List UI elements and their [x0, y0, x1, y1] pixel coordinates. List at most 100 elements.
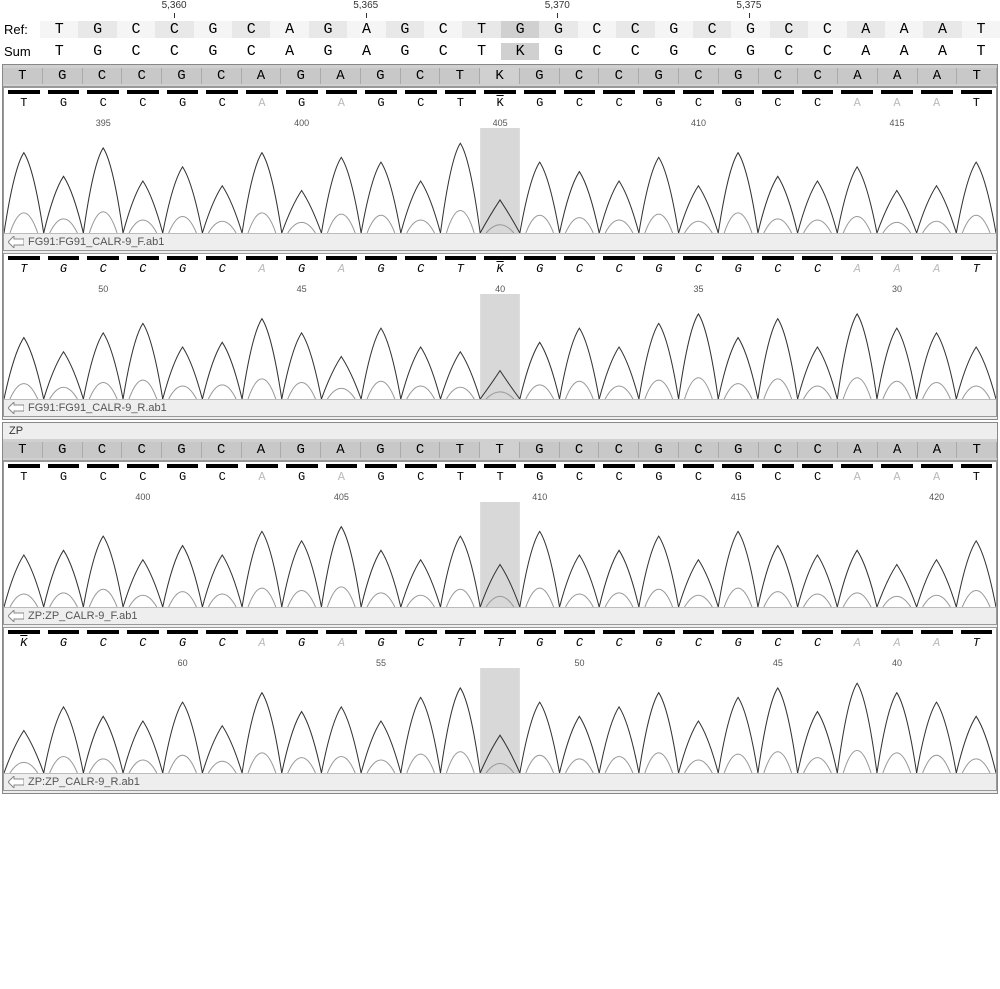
seq-base-cell: G	[194, 43, 232, 60]
trace-position-number: 405	[334, 492, 349, 502]
sum-sequence-row: Sum TGCCGCAGAGCTKGCCGCGCCAAAT	[0, 40, 1000, 62]
trace-base-letter: A	[877, 96, 917, 110]
trace-base-letter: T	[4, 262, 44, 276]
header-base-cell: A	[878, 68, 918, 84]
seq-base-cell: G	[309, 43, 347, 60]
chromatogram	[4, 668, 996, 773]
trace-sub-cell: G	[361, 254, 401, 284]
header-base-cell: C	[122, 442, 162, 458]
header-base-cell: A	[242, 68, 282, 84]
trace-base-letter: A	[837, 96, 877, 110]
header-base-cell: T	[3, 68, 43, 84]
ruler-position-label: 5,375	[736, 0, 761, 11]
ref-label: Ref:	[0, 22, 40, 37]
header-base-cell: C	[599, 68, 639, 84]
trace-sub-cell: K40	[480, 254, 520, 284]
trace-sub-cell: T	[957, 462, 997, 492]
seq-base-cell: C	[770, 21, 808, 38]
trace-base-letter: T	[441, 636, 481, 650]
trace-sub-cell: A	[242, 628, 282, 658]
trace-base-letter: C	[798, 636, 838, 650]
trace-sub-cell: C	[83, 628, 123, 658]
trace-sub-cell: C	[758, 254, 798, 284]
trace-base-letter: C	[560, 636, 600, 650]
trace-position-number: 415	[731, 492, 746, 502]
trace-filename: ZP:ZP_CALR-9_R.ab1	[28, 776, 140, 788]
trace-sub-cell: C	[202, 462, 242, 492]
seq-base-cell: G	[731, 43, 769, 60]
trace-sub-cell: C	[798, 462, 838, 492]
trace-base-letter: A	[877, 470, 917, 484]
trace-base-letter: A	[242, 262, 282, 276]
trace-sub-cell: A	[837, 628, 877, 658]
chromatogram	[4, 294, 996, 399]
trace-sub-cell: G	[361, 88, 401, 118]
seq-base-cell: C	[424, 21, 462, 38]
header-base-cell: G	[162, 442, 202, 458]
seq-base-cell: C	[693, 21, 731, 38]
trace-base-letter: A	[242, 470, 282, 484]
seq-base-cell: A	[270, 21, 308, 38]
trace-sub-cell: A	[837, 88, 877, 118]
seq-base-cell: T	[462, 21, 500, 38]
trace-sub-cell: C	[798, 88, 838, 118]
trace-position-number: 410	[532, 492, 547, 502]
trace-base-letter: K	[480, 262, 520, 276]
trace-base-letter: A	[837, 470, 877, 484]
header-base-cell: G	[281, 68, 321, 84]
header-base-cell: G	[361, 442, 401, 458]
seq-base-cell: C	[232, 21, 270, 38]
trace-position-number: 60	[178, 658, 188, 668]
trace-sub-cell: G400	[282, 88, 322, 118]
trace-base-letter: G	[44, 262, 84, 276]
trace-base-letter: C	[599, 470, 639, 484]
trace-base-letter: C	[798, 262, 838, 276]
trace-sub-cell: C	[401, 462, 441, 492]
header-base-cell: T	[957, 442, 997, 458]
trace-sub-cell: C	[758, 88, 798, 118]
trace-base-letter: T	[957, 96, 997, 110]
header-base-cell: G	[719, 442, 759, 458]
trace-base-letter: A	[242, 636, 282, 650]
seq-base-cell: G	[501, 21, 539, 38]
trace-sub-cell: T	[441, 462, 481, 492]
trace-sub-cell: G	[44, 628, 84, 658]
trace-base-letter: A	[877, 636, 917, 650]
header-base-cell: G	[361, 68, 401, 84]
trace-base-letter: G	[718, 96, 758, 110]
seq-base-cell: T	[462, 43, 500, 60]
trace-position-number: 45	[773, 658, 783, 668]
trace-position-number: 400	[135, 492, 150, 502]
trace-base-letter: K	[4, 636, 44, 650]
header-base-cell: A	[838, 68, 878, 84]
trace-base-letter: A	[322, 636, 362, 650]
trace-base-letter: C	[679, 470, 719, 484]
seq-base-cell: A	[847, 21, 885, 38]
trace-base-letter: A	[322, 470, 362, 484]
trace-base-letter: C	[202, 262, 242, 276]
trace-base-letter: T	[480, 470, 520, 484]
trace-sub-cell: C410	[679, 88, 719, 118]
trace-sub-cell: T	[957, 628, 997, 658]
seq-base-cell: C	[808, 43, 846, 60]
trace-sub-cell: C	[123, 88, 163, 118]
trace-base-letter: G	[639, 96, 679, 110]
seq-base-cell: G	[539, 43, 577, 60]
seq-base-cell: T	[962, 43, 1000, 60]
trace-base-letter: K	[480, 96, 520, 110]
header-base-cell: A	[918, 68, 958, 84]
position-ruler: 5,3605,3655,3705,375	[40, 0, 998, 18]
trace-footer: FG91:FG91_CALR-9_R.ab1	[4, 399, 996, 416]
trace-sub-cell: A	[242, 88, 282, 118]
trace-sub-cell: G	[718, 254, 758, 284]
header-base-cell: C	[560, 442, 600, 458]
trace-base-letter: C	[83, 96, 123, 110]
seq-base-cell: G	[386, 21, 424, 38]
trace-base-letter: G	[520, 262, 560, 276]
trace-sub-cell: G	[718, 628, 758, 658]
header-base-cell: C	[401, 442, 441, 458]
header-base-cell: A	[321, 442, 361, 458]
trace-sub-cell: C50	[560, 628, 600, 658]
trace-sub-cell: A420	[917, 462, 957, 492]
trace-base-letter: G	[639, 636, 679, 650]
